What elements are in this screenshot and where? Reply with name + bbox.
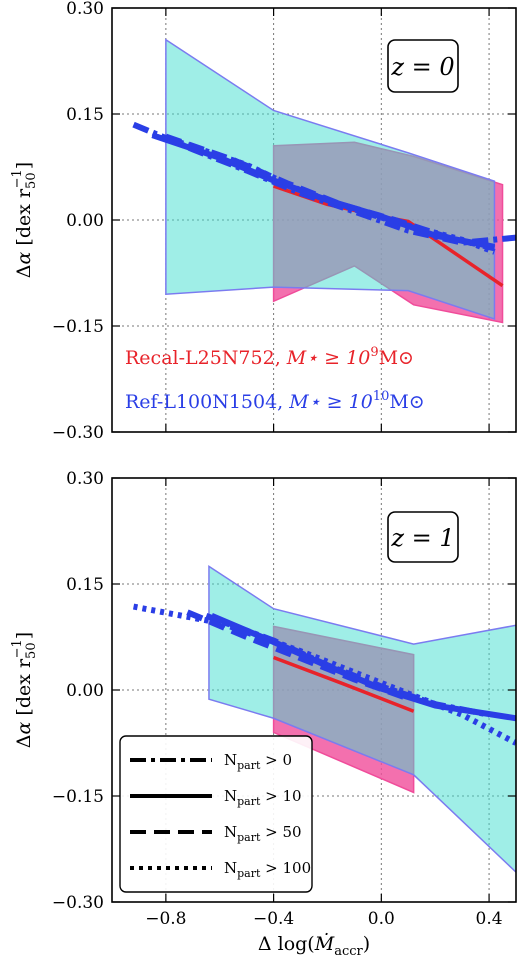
bands xyxy=(165,38,504,324)
panel-label-box xyxy=(387,39,459,93)
series-line xyxy=(186,609,410,702)
y-tick-label: 0.15 xyxy=(66,105,104,125)
panel-label-box xyxy=(387,511,459,563)
series-lines xyxy=(132,121,516,288)
x-tick-label: 0.4 xyxy=(476,909,503,929)
legend-label: Npart > 10 xyxy=(224,787,302,808)
series-line xyxy=(272,655,415,713)
panel-z0: −0.30 −0.15 0.00 0.15 0.30 Δα [dex r50−1] z = … xyxy=(10,0,517,443)
series-line xyxy=(178,139,496,255)
legend: Npart > 0 Npart > 10 Npart > 50 Npart > 100 xyxy=(119,735,313,893)
y-tick-label: 0.00 xyxy=(66,681,104,701)
panel-z1: −0.8 −0.4 0.0 0.4 −0.30 −0.15 0.00 0.15 0.30 Δα [… xyxy=(10,469,517,959)
y-tick-label: −0.30 xyxy=(52,423,104,443)
y-tick-label: 0.30 xyxy=(66,0,104,19)
y-tick-label: −0.30 xyxy=(52,893,104,913)
legend-box xyxy=(119,735,313,893)
series-line xyxy=(132,603,516,746)
y-axis-label: Δα [dex r50−1] xyxy=(10,632,39,748)
x-axis-label: Δ log(Ṁaccr) xyxy=(258,932,370,959)
x-tick-label: 0.0 xyxy=(368,909,395,929)
panel-label: z = 1 xyxy=(390,524,454,552)
y-tick-label: 0.30 xyxy=(66,469,104,489)
band-ref xyxy=(165,38,496,320)
y-tick-label: −0.15 xyxy=(52,317,104,337)
y-tick-label: −0.15 xyxy=(52,787,104,807)
legend-label: Npart > 50 xyxy=(224,823,302,844)
y-axis-label: Δα [dex r50−1] xyxy=(10,162,39,278)
x-tick-label: −0.8 xyxy=(145,909,186,929)
series-lines xyxy=(132,603,516,746)
legend-label: Npart > 0 xyxy=(224,751,292,772)
x-tick-label: −0.4 xyxy=(253,909,294,929)
y-tick-label: 0.15 xyxy=(66,575,104,595)
y-tick-label: 0.00 xyxy=(66,211,104,231)
annotation-ref: Ref-L100N1504, M⋆ ≥ 1010M⊙ xyxy=(125,389,425,413)
panel-label: z = 0 xyxy=(390,53,454,81)
series-line xyxy=(164,133,496,252)
annotation-recal: Recal-L25N752, M⋆ ≥ 109M⊙ xyxy=(125,345,414,369)
legend-label: Npart > 100 xyxy=(224,859,311,880)
